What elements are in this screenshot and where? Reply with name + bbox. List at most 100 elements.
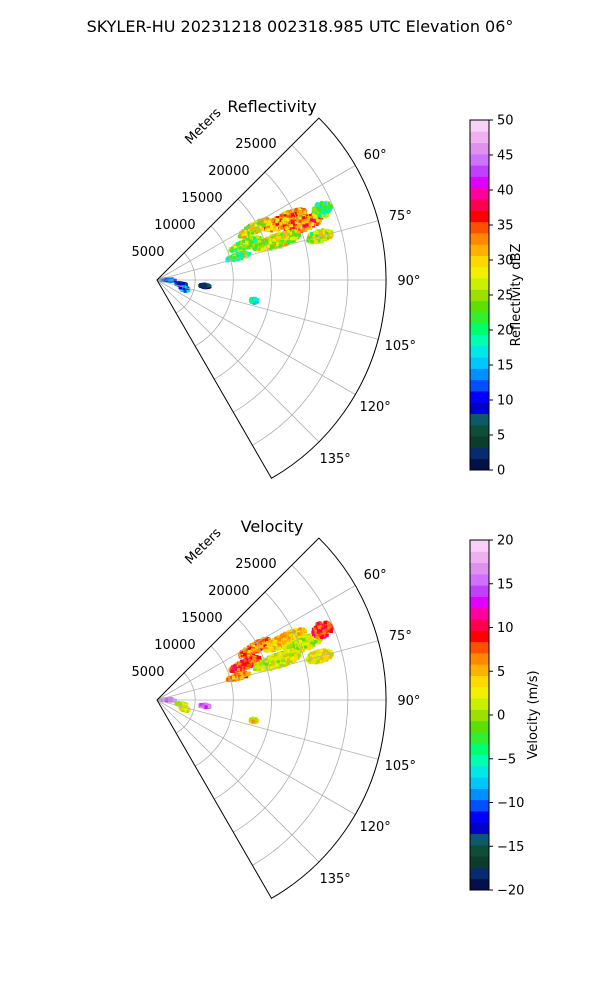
colorbar-segment <box>470 540 489 552</box>
azimuth-tick-label: 120° <box>359 820 390 835</box>
velocity-title: Velocity <box>241 517 304 536</box>
azimuth-spoke <box>156 640 379 701</box>
colorbar-segment <box>470 551 489 564</box>
figure-suptitle: SKYLER-HU 20231218 002318.985 UTC Elevat… <box>87 17 514 36</box>
colorbar-segment <box>470 199 489 211</box>
reflectivity-title: Reflectivity <box>227 97 316 116</box>
radial-tick-label: 5000 <box>131 665 164 680</box>
colorbar-tick-label: 30 <box>497 254 514 269</box>
colorbar-segment <box>470 607 489 620</box>
velocity-panel: 5000 10000 15000 20000 25000 Meters 60° 75° 90° 1… <box>131 517 541 900</box>
azimuth-tick-label: 90° <box>397 274 420 289</box>
colorbar-tick-label: 15 <box>497 359 514 374</box>
colorbar-segment <box>470 878 489 891</box>
colorbar-segment <box>470 165 489 177</box>
azimuth-spoke <box>156 585 356 701</box>
azimuth-spoke <box>156 699 379 760</box>
radial-tick-label: 10000 <box>154 638 195 653</box>
radial-tick-label: 20000 <box>208 164 249 179</box>
colorbar-segment <box>470 686 489 699</box>
azimuth-spoke <box>156 279 320 443</box>
radial-axis-label: Meters <box>182 525 224 567</box>
colorbar-tick-label: 5 <box>497 429 505 444</box>
colorbar-segment <box>470 221 489 234</box>
azimuth-spoke <box>156 165 356 281</box>
range-ring <box>252 564 349 866</box>
colorbar-segment <box>470 652 489 665</box>
colorbar-segment <box>470 799 489 812</box>
colorbar-segment <box>470 573 489 586</box>
colorbar-tick-label: 0 <box>497 709 505 724</box>
azimuth-spoke <box>156 699 320 863</box>
colorbar-segment <box>470 731 489 744</box>
colorbar-segment <box>470 641 489 654</box>
colorbar-segment <box>470 153 489 166</box>
colorbar-segment <box>470 345 489 358</box>
colorbar-segment <box>470 334 489 347</box>
echo-patch <box>252 649 302 672</box>
colorbar-segment <box>470 867 489 880</box>
colorbar-segment <box>470 562 489 575</box>
sector-outline <box>156 537 387 900</box>
colorbar-segment <box>470 278 489 290</box>
radial-tick-label: 25000 <box>235 137 276 152</box>
radial-tick-label: 20000 <box>208 584 249 599</box>
colorbar-segment <box>470 142 489 155</box>
colorbar-segment <box>470 585 489 597</box>
colorbar-tick-label: 20 <box>497 324 514 339</box>
echo-patch <box>228 234 263 253</box>
azimuth-spoke <box>156 220 379 281</box>
colorbar-segment <box>470 856 489 868</box>
colorbar-segment <box>470 630 489 643</box>
colorbar-segment <box>470 436 489 448</box>
radial-tick-label: 15000 <box>181 191 222 206</box>
colorbar-segment <box>470 844 489 857</box>
colorbar-segment <box>470 765 489 778</box>
azimuth-spoke <box>156 699 356 815</box>
colorbar-segment <box>470 788 489 801</box>
colorbar-segment <box>470 709 489 722</box>
range-ring <box>194 225 234 347</box>
echo-patch <box>248 716 260 725</box>
colorbar-tick-label: 10 <box>497 394 514 409</box>
colorbar-segment <box>470 289 489 302</box>
colorbar-tick-label: 25 <box>497 289 514 304</box>
azimuth-tick-label: 120° <box>359 400 390 415</box>
colorbar-segment <box>470 458 489 471</box>
azimuth-tick-label: 105° <box>385 759 416 774</box>
colorbar-segment <box>470 266 489 279</box>
range-ring <box>175 672 196 734</box>
colorbar-segment <box>470 390 489 403</box>
range-ring <box>233 591 311 833</box>
azimuth-tick-label: 105° <box>385 339 416 354</box>
colorbar-segment <box>470 743 489 756</box>
colorbar-segment <box>470 675 489 688</box>
azimuth-tick-label: 75° <box>389 209 412 224</box>
echo-patch <box>249 296 260 305</box>
colorbar-segment <box>470 232 489 245</box>
colorbar-segment <box>470 176 489 189</box>
colorbar-segment <box>470 447 489 460</box>
range-ring <box>214 198 272 380</box>
azimuth-tick-label: 60° <box>364 568 387 583</box>
echo-patch <box>311 620 334 640</box>
azimuth-spoke <box>156 279 379 340</box>
colorbar-segment <box>470 244 489 256</box>
radial-tick-label: 5000 <box>131 245 164 260</box>
sector-outline <box>156 117 387 480</box>
colorbar-segment <box>470 311 489 324</box>
reflectivity-panel: 5000 10000 15000 20000 25000 Meters 60° 75° 90° 1… <box>131 97 524 480</box>
colorbar-segment <box>470 777 489 789</box>
radial-tick-label: 10000 <box>154 218 195 233</box>
colorbar-tick-label: −20 <box>497 884 524 899</box>
colorbar-segment <box>470 402 489 415</box>
azimuth-tick-label: 135° <box>319 452 350 467</box>
colorbar-tick-label: −10 <box>497 796 524 811</box>
colorbar-segment <box>470 120 489 132</box>
colorbar-segment <box>470 187 489 200</box>
colorbar-segment <box>470 368 489 381</box>
colorbar-segment <box>470 323 489 336</box>
echo-patch <box>305 648 334 665</box>
echo-patch <box>198 282 212 290</box>
echo-patch <box>198 702 212 710</box>
